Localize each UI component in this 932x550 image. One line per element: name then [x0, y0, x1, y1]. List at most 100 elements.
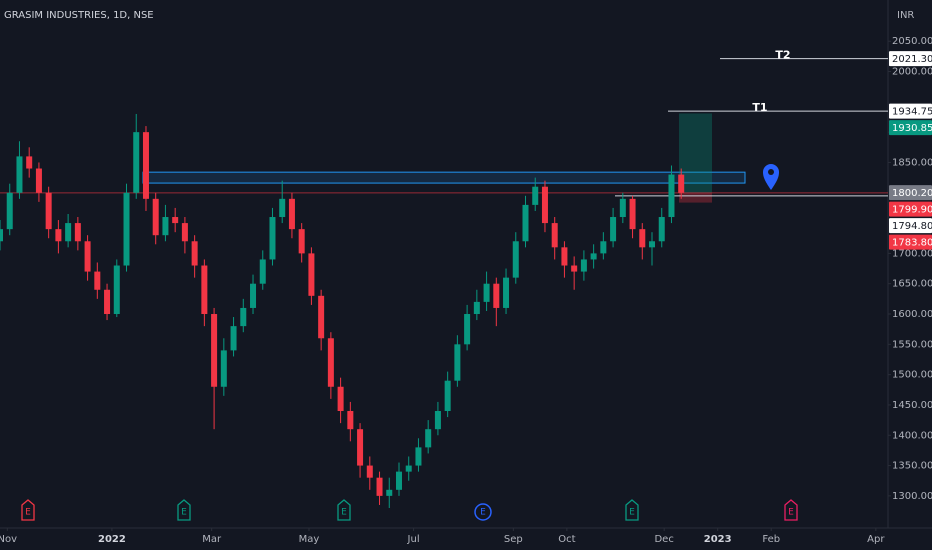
candle-body [133, 132, 140, 193]
price-label-box [889, 201, 932, 217]
candle-body [503, 277, 510, 308]
candle-body [45, 192, 52, 230]
price-label: 1930.85 [892, 123, 932, 134]
y-tick-label: 1450.00 [892, 400, 932, 411]
candle-body [142, 132, 149, 199]
candle-body [376, 477, 383, 496]
candle-body [298, 229, 305, 254]
candle-body [250, 283, 257, 308]
event-icon [474, 503, 492, 521]
candle-body [571, 265, 578, 272]
candle-body [629, 198, 636, 230]
price-label-box [889, 218, 932, 234]
event-icon [625, 499, 639, 521]
price-label-box [889, 103, 932, 119]
target-label: T2 [775, 49, 790, 62]
candle-body [493, 283, 500, 308]
pin-marker [763, 164, 779, 190]
candle-body [220, 350, 227, 387]
candle-body [0, 229, 3, 242]
candle-body [35, 168, 42, 193]
candle-body [541, 186, 548, 224]
event-label: E [341, 508, 347, 518]
candle-body [55, 229, 62, 242]
candle-body [94, 271, 101, 290]
candle-body [6, 192, 13, 230]
y-tick-label: 1700.00 [892, 248, 932, 259]
candle-body [318, 295, 325, 339]
candle-body [123, 192, 130, 266]
candle-body [668, 174, 675, 218]
candle-body [16, 156, 23, 193]
candle-body [259, 259, 266, 284]
x-tick-label: Oct [558, 534, 575, 545]
x-tick-label: 2022 [98, 534, 126, 545]
event-icon [784, 499, 798, 521]
candle-body [201, 265, 208, 315]
candle-body [152, 198, 159, 236]
candle-body [561, 247, 568, 266]
candle-body [308, 253, 315, 296]
candle-body [386, 489, 393, 496]
price-label: 2021.30 [892, 54, 932, 65]
x-tick-label: Nov [0, 534, 17, 545]
position-loss [679, 192, 712, 203]
candle-body [590, 253, 597, 260]
candle-body [483, 283, 490, 302]
candle-body [649, 241, 656, 248]
y-tick-label: 1500.00 [892, 370, 932, 381]
candle-body [104, 289, 111, 315]
y-tick-label: 1650.00 [892, 279, 932, 290]
candle-body [425, 429, 432, 448]
candle-body [658, 217, 665, 242]
x-tick-label: Feb [762, 534, 780, 545]
x-tick-label: 2023 [704, 534, 732, 545]
candle-body [347, 411, 354, 430]
candle-body [357, 429, 364, 466]
price-label: 1799.90 [892, 205, 932, 216]
y-tick-label: 1350.00 [892, 461, 932, 472]
candle-body [444, 380, 451, 412]
candle-body [172, 217, 179, 224]
y-tick-label: 2000.00 [892, 67, 932, 78]
candle-body [532, 186, 539, 205]
y-tick-label: 1550.00 [892, 339, 932, 350]
price-label-box [889, 120, 932, 136]
chart-title: GRASIM INDUSTRIES, 1D, NSE [4, 10, 154, 21]
event-label: E [480, 508, 486, 518]
candle-body [181, 223, 188, 242]
price-label-box [889, 185, 932, 201]
candle-body [473, 301, 480, 315]
candle-body [288, 198, 295, 230]
candle-body [434, 411, 441, 430]
event-icon [21, 499, 35, 521]
event-icon [177, 499, 191, 521]
candle-body [551, 223, 558, 248]
candle-body [464, 314, 471, 345]
x-tick-label: Mar [202, 534, 222, 545]
price-label: 1934.75 [892, 107, 932, 118]
candle-body [113, 265, 120, 315]
candle-body [610, 217, 617, 242]
candle-body [327, 338, 334, 387]
resistance-zone [142, 171, 746, 184]
candle-body [522, 204, 529, 242]
candle-body [26, 156, 33, 169]
candle-body [279, 198, 286, 218]
price-label-box [889, 234, 932, 250]
candle-body [619, 198, 626, 218]
candle-body [639, 229, 646, 248]
candle-body [337, 386, 344, 412]
candle-body [269, 217, 276, 260]
price-label: 1800.20 [892, 188, 932, 199]
y-tick-label: 2050.00 [892, 36, 932, 47]
candle-body [65, 223, 72, 242]
event-label: E [788, 508, 794, 518]
candle-body [74, 223, 81, 242]
price-label-box [889, 51, 932, 67]
pin-hole [768, 169, 774, 175]
candle-body [230, 326, 237, 351]
candle-body [678, 174, 685, 193]
